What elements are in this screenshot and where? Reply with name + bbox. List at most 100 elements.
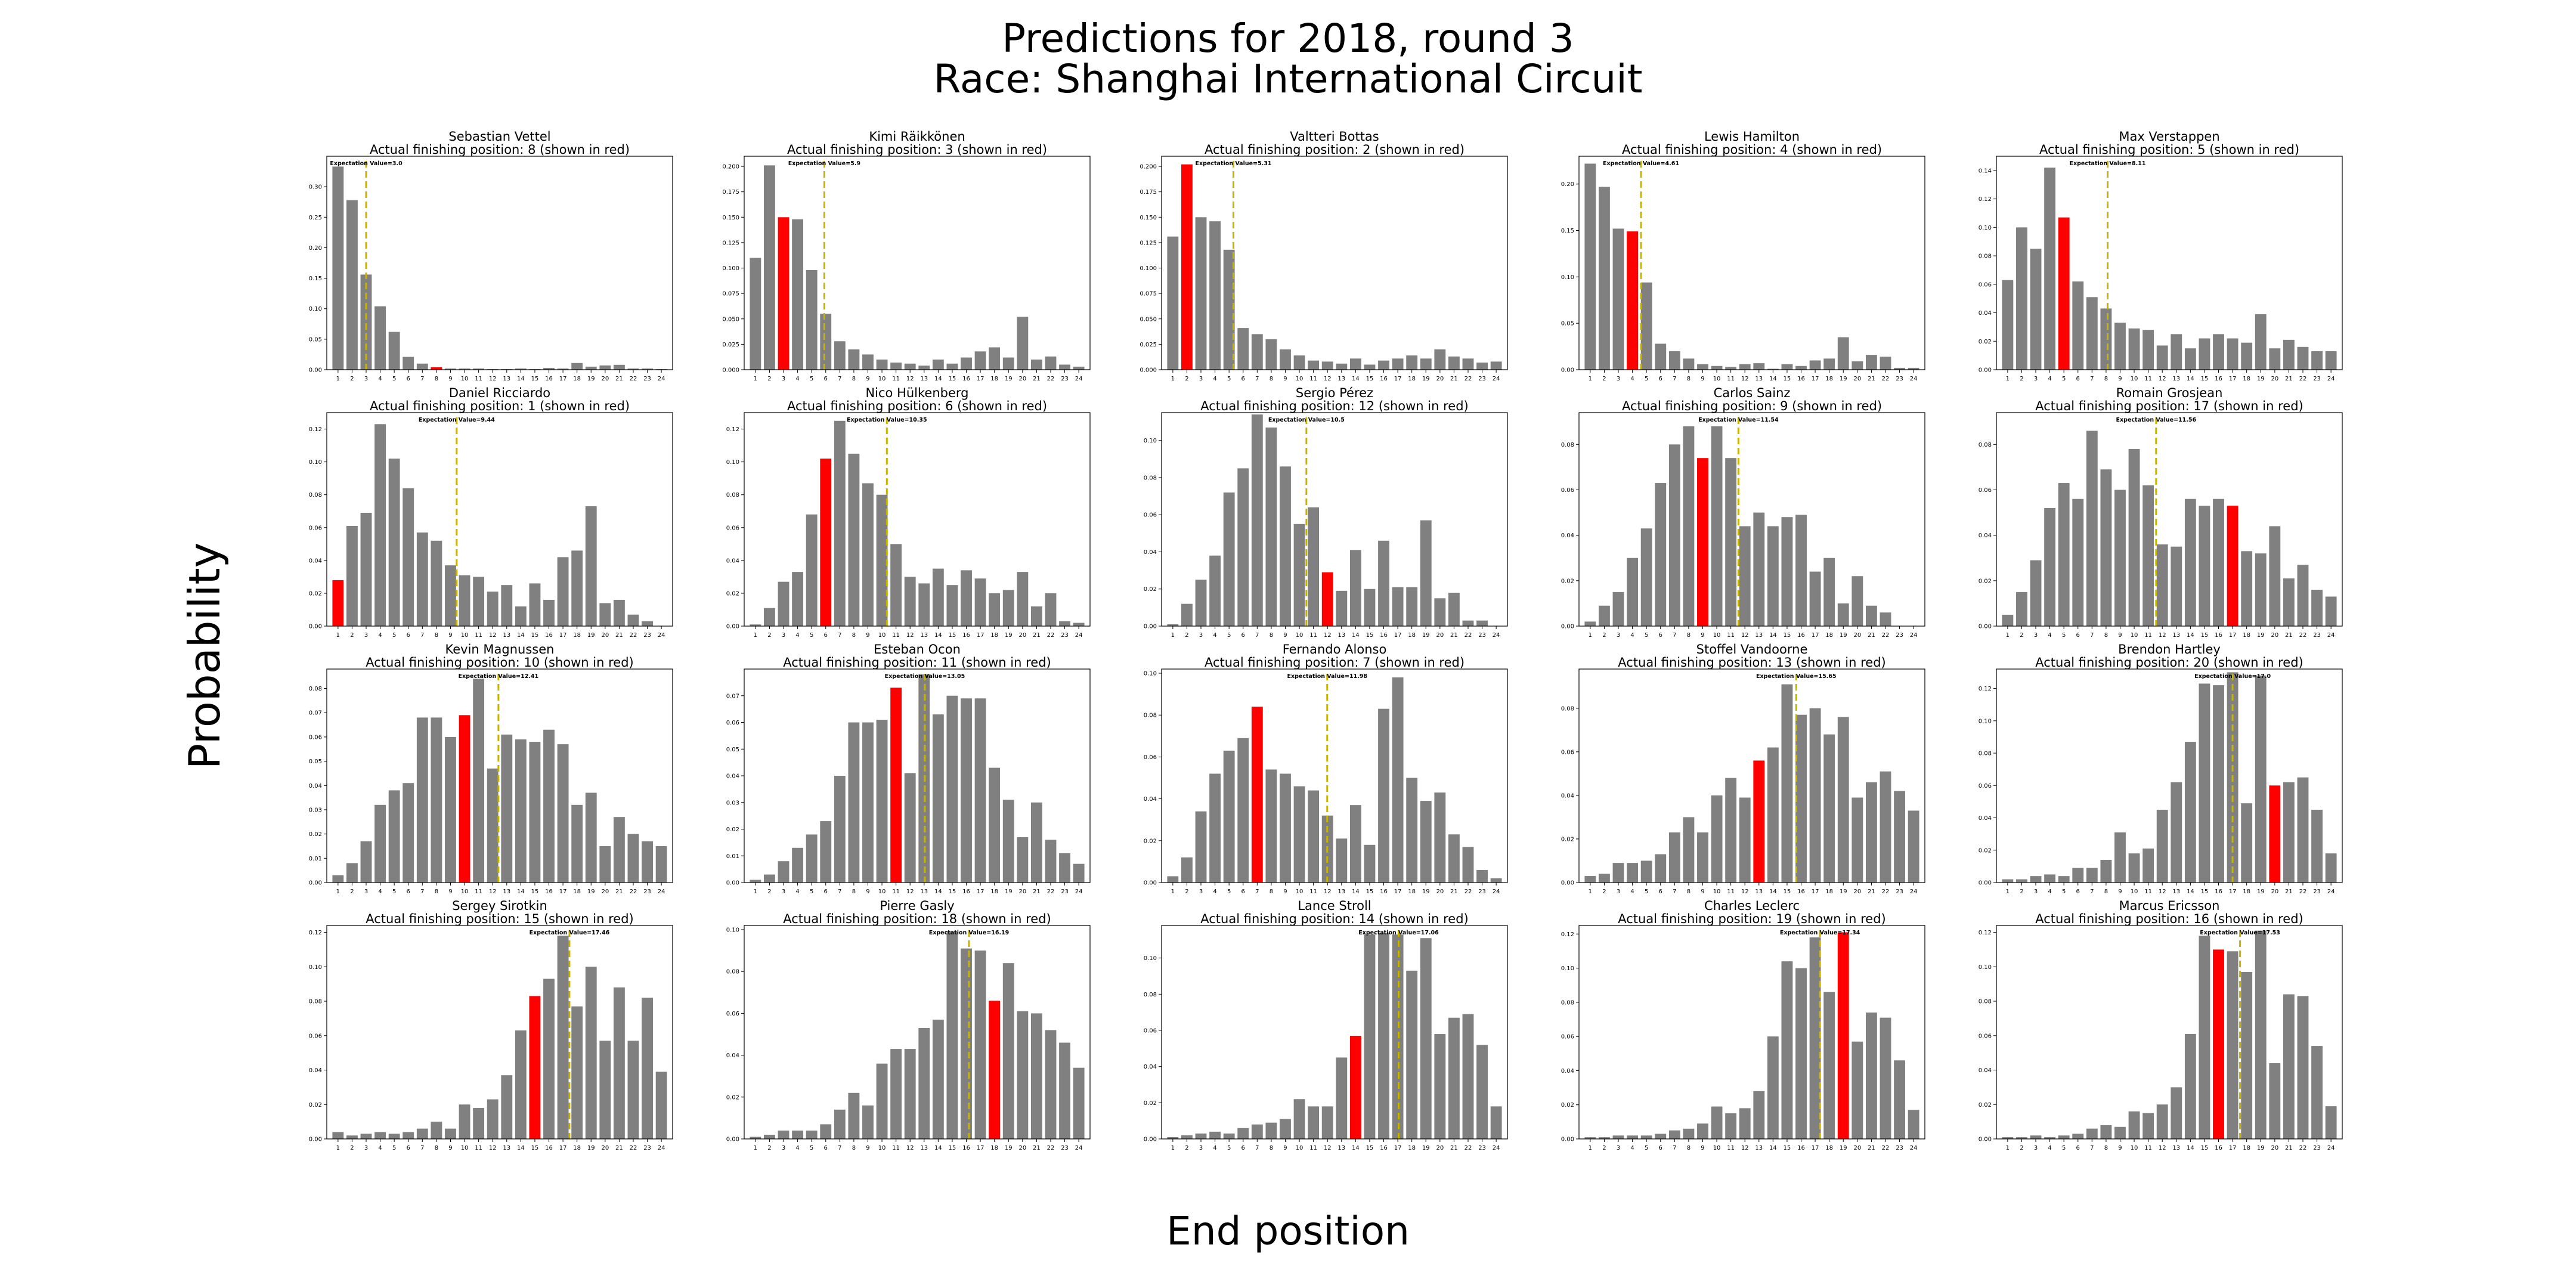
x-tick-label: 13: [1337, 632, 1345, 639]
bar: [862, 1105, 874, 1139]
x-tick-label: 10: [1713, 632, 1721, 639]
bar: [1795, 366, 1807, 370]
x-tick-label: 8: [852, 888, 856, 895]
x-tick-label: 5: [1645, 376, 1648, 382]
axes-frame: [326, 156, 673, 370]
y-tick-label: 0.08: [1144, 475, 1157, 481]
bar: [1420, 358, 1432, 370]
x-tick-label: 19: [1840, 1145, 1847, 1151]
y-tick-label: 0.02: [1561, 578, 1574, 584]
x-tick-label: 9: [448, 1145, 452, 1151]
x-tick-label: 11: [1309, 888, 1317, 895]
x-tick-label: 3: [1199, 1145, 1203, 1151]
x-tick-label: 11: [475, 632, 482, 639]
y-tick-label: 0.00: [1144, 880, 1157, 887]
x-tick-label: 5: [392, 1145, 396, 1151]
x-tick-label: 15: [949, 376, 956, 382]
bar: [655, 846, 667, 883]
bar: [360, 274, 372, 370]
x-tick-label: 15: [531, 1145, 539, 1151]
subplot-title: Sergey Sirotkin: [452, 899, 547, 913]
expectation-label: Expectation Value=17.0: [2194, 673, 2271, 680]
x-tick-label: 6: [824, 376, 828, 382]
bar: [445, 565, 456, 626]
x-tick-label: 3: [364, 888, 368, 895]
x-tick-label: 20: [601, 376, 609, 382]
x-tick-label: 14: [2187, 888, 2194, 895]
bar: [2184, 1033, 2196, 1139]
y-tick-label: 0.00: [1979, 880, 1992, 887]
bar: [2311, 1046, 2323, 1139]
expectation-label: Expectation Value=11.54: [1698, 417, 1779, 423]
x-tick-label: 17: [1812, 632, 1819, 639]
bar: [1823, 358, 1835, 370]
x-tick-label: 16: [1797, 376, 1805, 382]
bar: [2255, 930, 2267, 1139]
bar: [1321, 361, 1333, 370]
bar: [360, 512, 372, 626]
bar: [1865, 355, 1877, 370]
bar: [1612, 1135, 1624, 1139]
bar: [961, 698, 972, 883]
y-tick-label: 0.075: [1140, 291, 1157, 298]
bar: [1265, 769, 1277, 883]
bar: [585, 967, 597, 1139]
bar: [2128, 853, 2140, 883]
x-tick-label: 6: [2076, 632, 2080, 639]
bar: [529, 583, 541, 626]
bar: [1293, 786, 1305, 883]
bar: [1448, 356, 1460, 370]
x-tick-label: 10: [461, 632, 469, 639]
bar: [2086, 1128, 2098, 1139]
x-tick-label: 10: [1713, 888, 1721, 895]
bar: [904, 577, 916, 626]
x-tick-label: 15: [1784, 632, 1791, 639]
bar: [1668, 351, 1680, 370]
x-tick-label: 9: [2118, 632, 2122, 639]
x-tick-label: 17: [559, 632, 567, 639]
x-tick-label: 17: [977, 888, 984, 895]
y-tick-label: 0.02: [1979, 339, 1992, 345]
x-tick-label: 12: [1741, 632, 1749, 639]
x-tick-label: 2: [2020, 632, 2023, 639]
bar: [1852, 576, 1863, 626]
y-tick-label: 0.00: [1561, 367, 1574, 374]
bar: [2171, 782, 2182, 883]
bar: [1599, 605, 1610, 626]
x-tick-label: 20: [1018, 1145, 1026, 1151]
x-tick-label: 11: [892, 888, 900, 895]
y-tick-label: 0.10: [1979, 718, 1992, 724]
y-tick-label: 0.00: [309, 624, 322, 630]
y-tick-label: 0.10: [1979, 225, 1992, 231]
bar: [946, 585, 958, 626]
bar: [1223, 750, 1235, 883]
bar: [806, 834, 818, 883]
bar: [487, 1099, 499, 1139]
bar: [750, 258, 761, 370]
bar: [1894, 1060, 1905, 1139]
y-tick-label: 0.07: [726, 693, 739, 699]
x-tick-label: 7: [1255, 376, 1259, 382]
x-tick-label: 11: [1727, 888, 1735, 895]
x-tick-label: 13: [503, 1145, 510, 1151]
bar: [764, 608, 775, 626]
bar: [806, 270, 818, 370]
y-tick-label: 0.00: [309, 880, 322, 887]
x-tick-label: 4: [2048, 632, 2051, 639]
y-tick-label: 0.02: [1979, 847, 1992, 854]
y-tick-label: 0.02: [726, 1094, 739, 1101]
x-tick-label: 7: [838, 376, 841, 382]
x-tick-label: 14: [934, 376, 942, 382]
bar: [1392, 587, 1404, 626]
y-tick-label: 0.12: [309, 426, 322, 433]
x-tick-label: 15: [2201, 888, 2209, 895]
x-tick-label: 21: [1033, 376, 1041, 382]
x-tick-label: 6: [1241, 1145, 1245, 1151]
subplot-title: Kimi Räikkönen: [869, 129, 965, 144]
x-tick-label: 13: [1755, 888, 1763, 895]
y-tick-label: 0.08: [309, 999, 322, 1005]
bar: [388, 1134, 400, 1139]
bar: [416, 363, 428, 370]
